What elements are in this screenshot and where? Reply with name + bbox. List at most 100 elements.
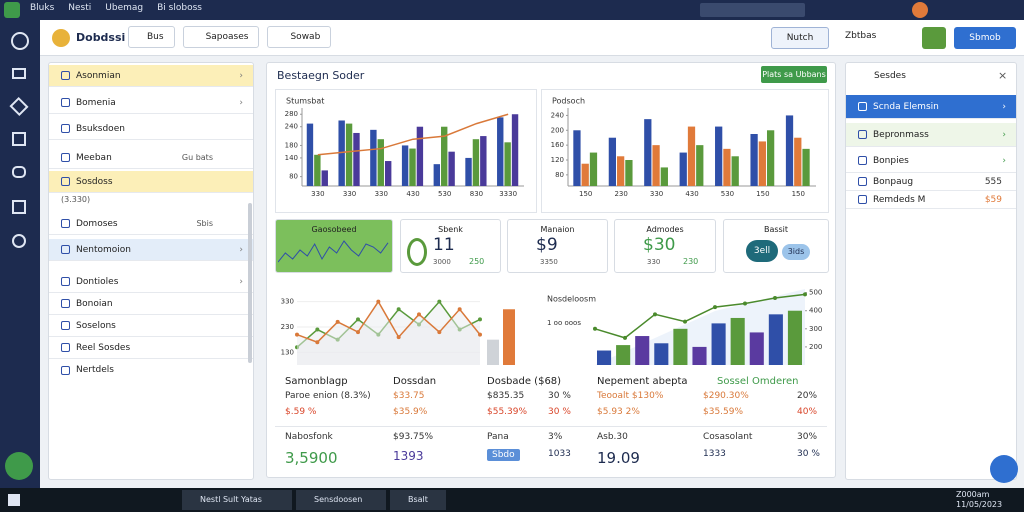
nav-row[interactable]: Nertdels (49, 359, 253, 381)
fab[interactable] (5, 452, 33, 480)
kpi-card[interactable]: Sbenk 11 3000 250 (400, 219, 501, 273)
row-label: Sosdoss (76, 176, 113, 187)
chart: Podsoch 80 120 160 200 240 150 230 330 430 530 150 1… (551, 97, 816, 198)
tab[interactable]: Sowab (267, 26, 332, 48)
point (623, 335, 627, 340)
bar (377, 139, 384, 186)
nav-icon[interactable] (12, 200, 26, 214)
nav-row[interactable]: Asonmian › (49, 65, 253, 87)
task-app[interactable]: Bsalt (390, 490, 446, 510)
action-button[interactable]: Sbmob (954, 27, 1016, 49)
sidebar (0, 20, 40, 488)
point (376, 299, 381, 304)
bar (802, 148, 810, 186)
nav-icon[interactable] (9, 96, 29, 117)
kpi-card[interactable]: Gaosobeed (275, 219, 393, 273)
chat-button[interactable] (990, 455, 1018, 483)
panel-row[interactable]: Bepronmass › (846, 123, 1016, 147)
y-tick-label: 330 (281, 298, 294, 306)
row-icon (61, 321, 70, 330)
row-label: Nertdels (76, 365, 114, 375)
row-icon (61, 343, 70, 352)
tab[interactable]: Sapoases (182, 26, 260, 48)
table-cell: 3,5900 (285, 449, 338, 467)
table-header: Nepement abepta (597, 376, 688, 387)
menu-item[interactable]: Ubemag (105, 3, 144, 13)
panel-row[interactable]: Bonpaug 555 (846, 173, 1016, 191)
line (317, 113, 509, 156)
row-label: Nentomoion (76, 244, 131, 255)
table-cell: $35.9% (393, 407, 428, 417)
table-cell: $33.75 (393, 391, 425, 401)
chart-title: Podsoch (552, 97, 585, 106)
brand: Dobdssi (76, 31, 126, 44)
row-icon (61, 277, 70, 286)
kpi-card[interactable]: Bassit 3ell 3ids (723, 219, 829, 273)
nav-row[interactable]: Reel Sosdes (49, 337, 253, 359)
close-icon[interactable]: × (998, 69, 1008, 82)
nav-row[interactable]: Domoses Sbis (49, 213, 253, 235)
link[interactable]: Zbtbas (845, 31, 877, 41)
panel-row[interactable]: Scnda Elemsin › (846, 95, 1016, 119)
bar (321, 170, 328, 186)
table-cell: 1393 (393, 449, 424, 463)
avatar[interactable] (912, 2, 928, 18)
nav-icon[interactable] (11, 32, 29, 50)
y-tick-label: 230 (281, 323, 294, 331)
panel-row[interactable]: Bonpies › (846, 149, 1016, 173)
table-cell: $835.35 (487, 391, 525, 401)
y-tick-label: 140 (285, 154, 298, 162)
menu-item[interactable]: Nesti (68, 3, 92, 13)
row-label: Soselons (76, 320, 116, 331)
menu-item[interactable]: Bluks (30, 3, 55, 13)
main-button[interactable]: Plats sa Ubbans (761, 66, 827, 83)
kpi-side: 230 (683, 257, 699, 266)
pill[interactable]: 3ids (782, 244, 810, 260)
table-cell: Pana (487, 432, 509, 442)
nav-icon[interactable] (12, 166, 26, 178)
nav-row[interactable]: Nentomoion › (49, 239, 253, 261)
nav-row[interactable]: Sosdoss (3.330) (49, 171, 253, 204)
nav-icon[interactable] (12, 234, 26, 248)
y-tick-label: 80 (555, 171, 564, 179)
nav-row[interactable]: Bonoian (49, 293, 253, 315)
table-cell: $93.75% (393, 432, 434, 442)
start-button[interactable] (8, 494, 20, 506)
nav-row[interactable]: Bsuksdoen (49, 118, 253, 140)
kpi-card[interactable]: Admodes $30 330 230 (614, 219, 716, 273)
row-label: Dontioles (76, 276, 119, 287)
kpi-value: $30 (643, 235, 676, 255)
search-box[interactable] (700, 3, 805, 17)
table-cell: 30 % (797, 449, 820, 459)
panel-row[interactable]: Remdeds M $59 (846, 191, 1016, 209)
nav-row[interactable]: Bomenia › (49, 92, 253, 114)
button[interactable]: Nutch (771, 27, 829, 49)
nav-row[interactable]: Dontioles › (49, 271, 253, 293)
nav-row[interactable]: Soselons (49, 315, 253, 337)
menu-item[interactable]: Bi sloboss (157, 3, 202, 13)
nav-icon[interactable] (12, 132, 26, 146)
point (295, 332, 299, 337)
nav-icon[interactable] (12, 68, 26, 79)
nav-row[interactable]: Meeban Gu bats (49, 147, 253, 169)
bar (731, 156, 739, 186)
table-cell: 1033 (548, 449, 571, 459)
x-tick-label: 330 (375, 190, 388, 198)
line (594, 293, 806, 339)
pill[interactable]: 3ell (746, 240, 778, 262)
row-icon (61, 245, 70, 254)
scrollbar (248, 203, 252, 363)
icon-button[interactable] (922, 27, 946, 49)
ring-icon (407, 238, 427, 266)
kpi-title: Bassit (763, 225, 789, 234)
y-tick-label: 180 (285, 141, 298, 149)
chart: Stumsbat 80 140 180 240 280 330 330 330 430 530 830… (285, 97, 524, 198)
table-cell: Sbdo (487, 449, 520, 461)
tab[interactable]: Bus (128, 26, 175, 48)
bar (616, 345, 631, 365)
task-app[interactable]: Sensdoosen (296, 490, 386, 510)
task-app[interactable]: Nestl Sult Yatas (182, 490, 292, 510)
bar (497, 117, 504, 186)
kpi-card[interactable]: Manaion $9 3350 (507, 219, 608, 273)
app-logo[interactable] (4, 2, 20, 18)
